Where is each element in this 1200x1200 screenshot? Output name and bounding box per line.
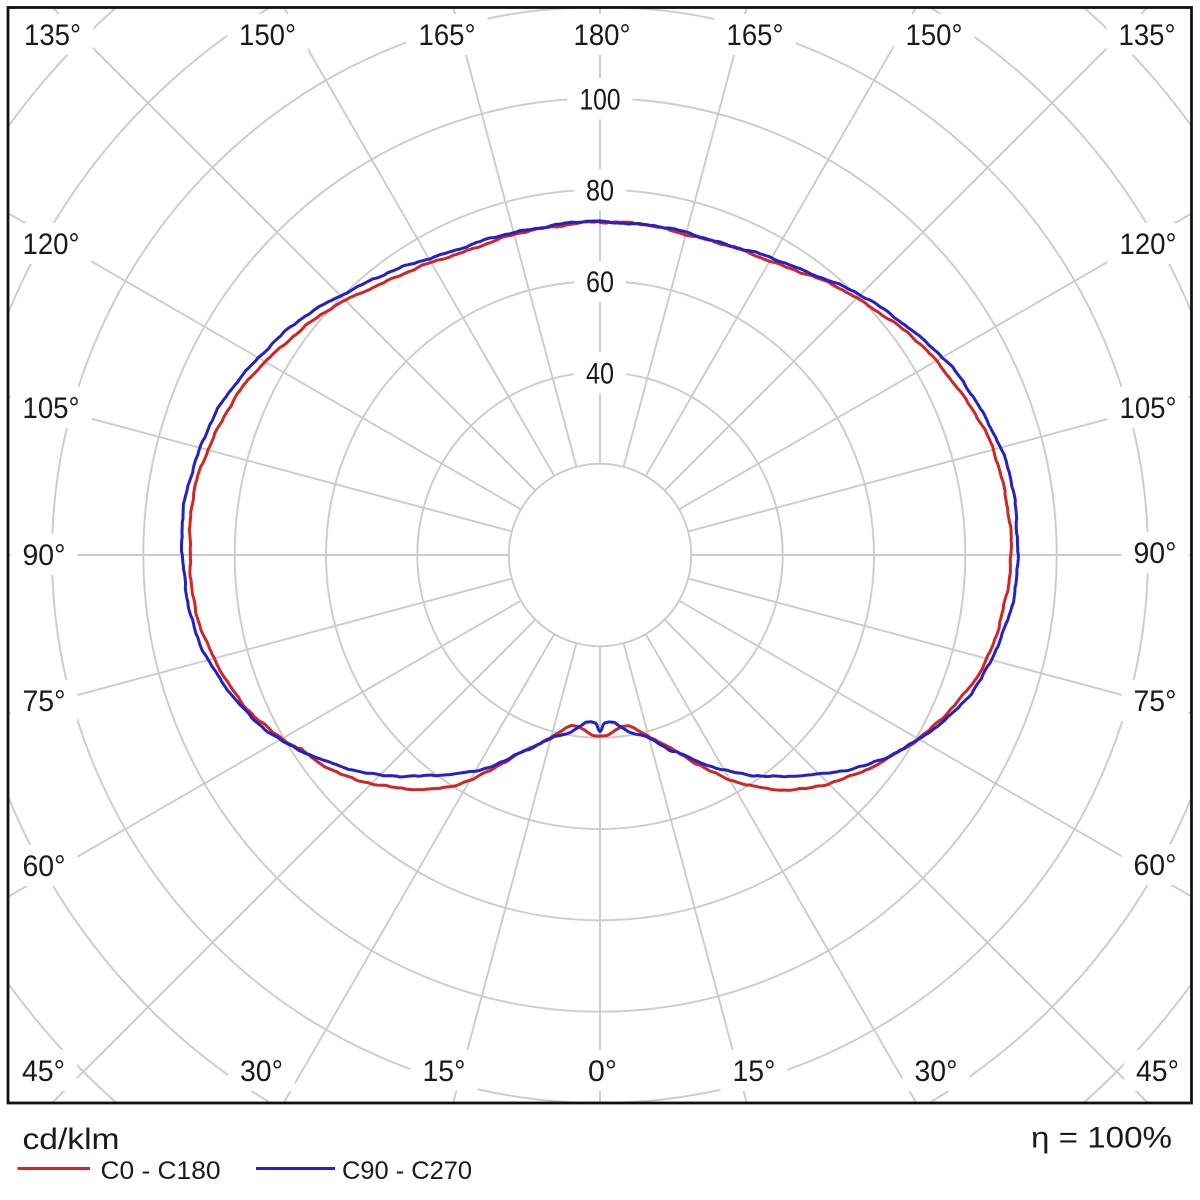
svg-text:120°: 120° (23, 228, 80, 261)
svg-text:60°: 60° (23, 850, 66, 883)
svg-text:120°: 120° (1120, 228, 1177, 261)
svg-text:165°: 165° (419, 19, 476, 52)
svg-text:0°: 0° (588, 1055, 617, 1088)
svg-text:165°: 165° (727, 19, 784, 52)
svg-text:C0 - C180: C0 - C180 (101, 1157, 221, 1185)
svg-text:30°: 30° (915, 1055, 958, 1088)
svg-text:η = 100%: η = 100% (1031, 1122, 1172, 1155)
svg-text:60: 60 (586, 266, 614, 299)
svg-text:90°: 90° (23, 539, 66, 572)
svg-text:45°: 45° (1136, 1055, 1179, 1088)
svg-text:75°: 75° (23, 685, 66, 718)
svg-text:150°: 150° (239, 19, 296, 52)
svg-text:180°: 180° (574, 19, 631, 52)
svg-text:C90 - C270: C90 - C270 (342, 1157, 472, 1185)
svg-text:60°: 60° (1134, 849, 1177, 882)
svg-text:45°: 45° (22, 1055, 65, 1088)
svg-text:150°: 150° (906, 19, 963, 52)
svg-text:105°: 105° (23, 392, 80, 425)
svg-text:cd/klm: cd/klm (23, 1123, 120, 1156)
svg-text:40: 40 (586, 357, 614, 390)
svg-text:135°: 135° (1119, 19, 1176, 52)
svg-text:30°: 30° (240, 1055, 283, 1088)
svg-text:100: 100 (580, 83, 621, 116)
svg-text:90°: 90° (1134, 537, 1177, 570)
svg-text:15°: 15° (733, 1055, 776, 1088)
svg-text:80: 80 (586, 175, 614, 208)
svg-text:135°: 135° (24, 19, 81, 52)
svg-text:105°: 105° (1120, 392, 1177, 425)
svg-text:75°: 75° (1134, 685, 1177, 718)
svg-text:15°: 15° (423, 1055, 466, 1088)
